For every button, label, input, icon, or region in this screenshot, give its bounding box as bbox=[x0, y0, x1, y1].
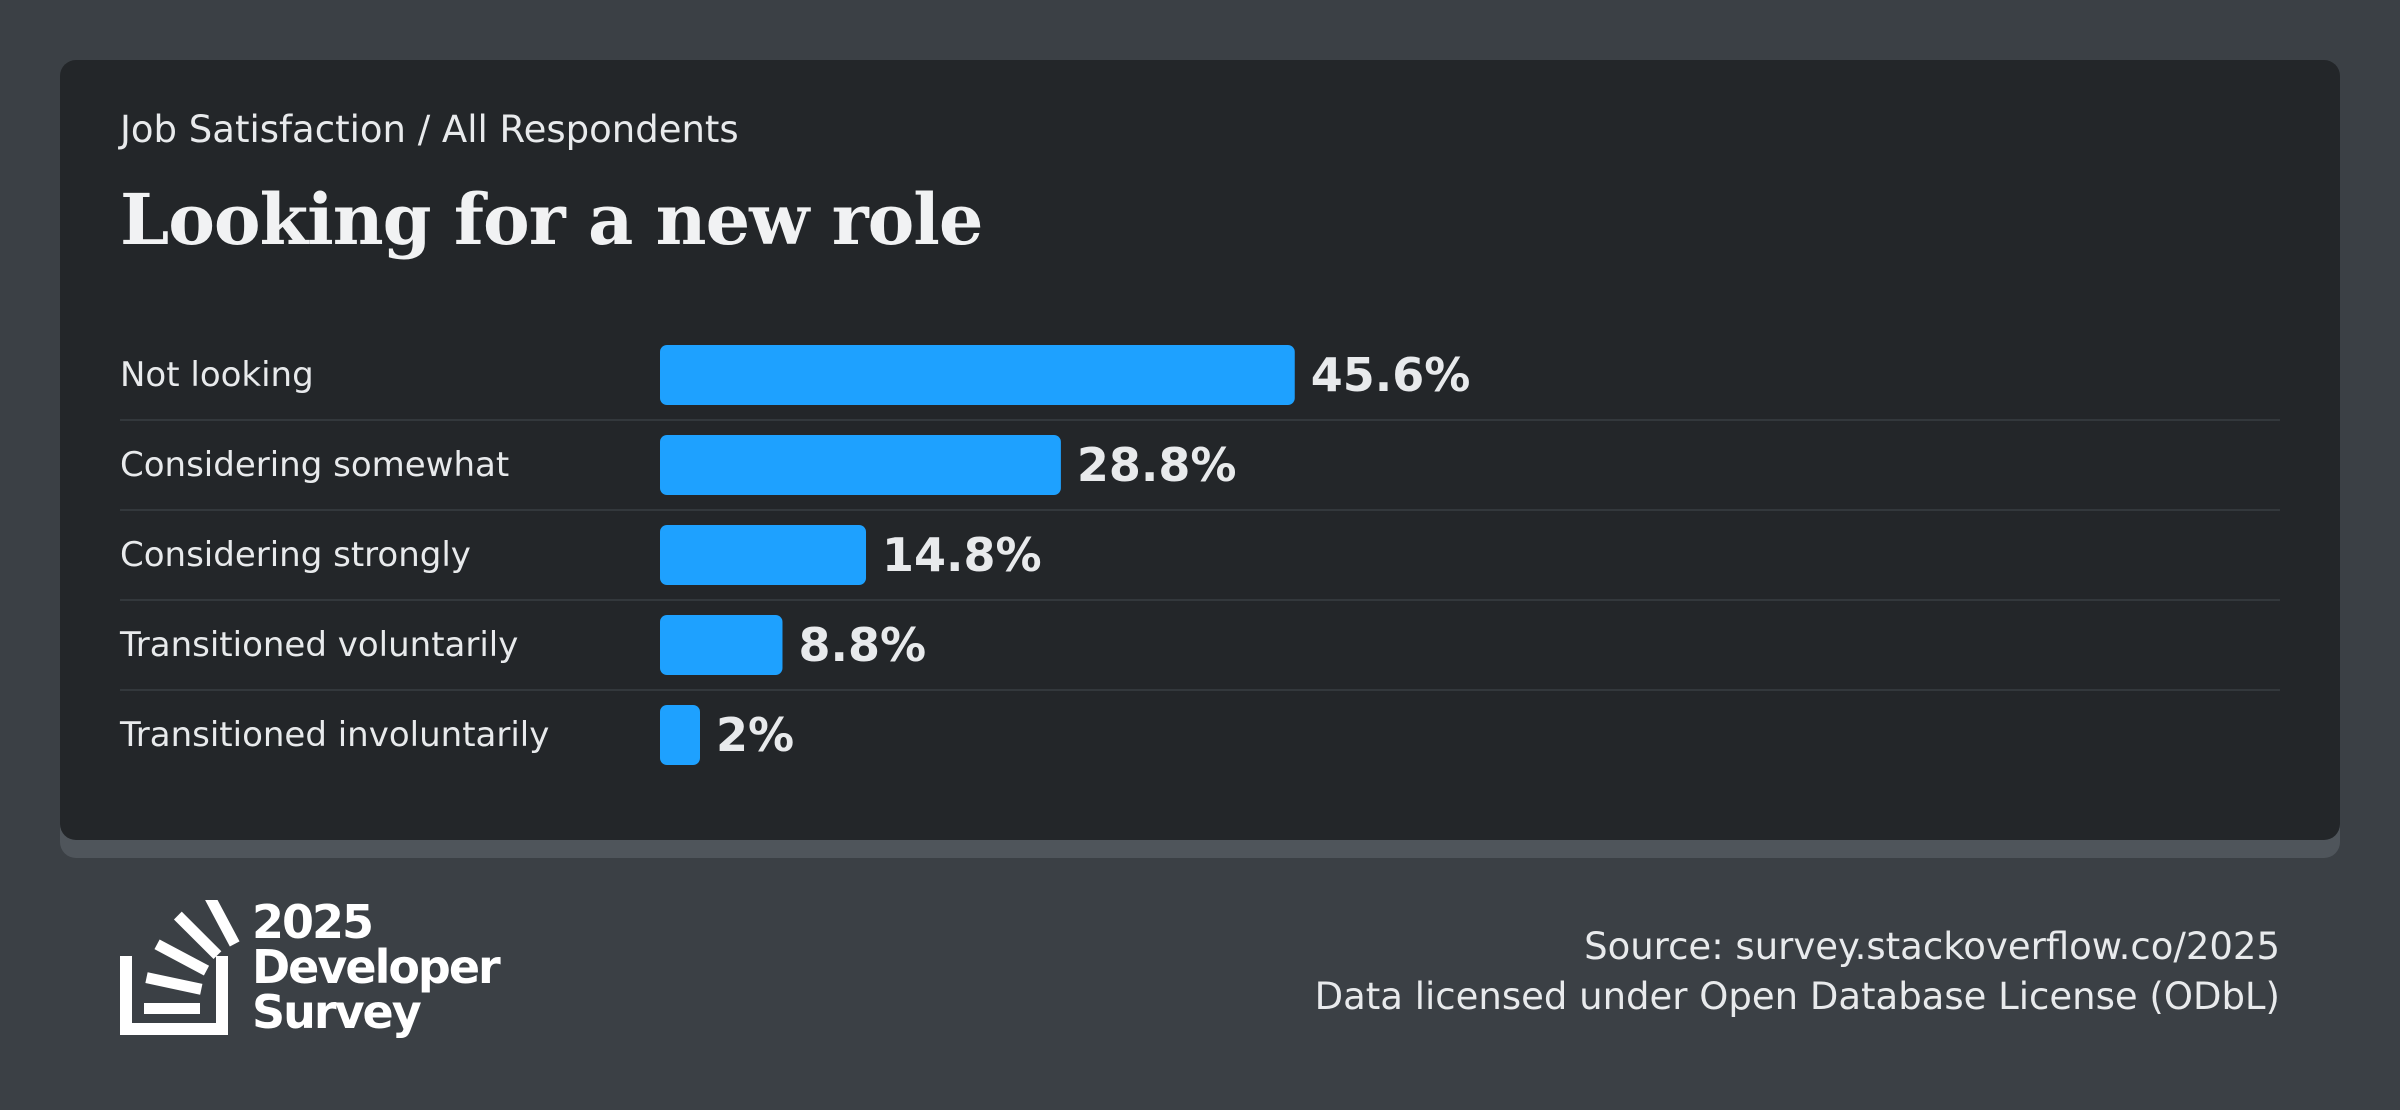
survey-line1: Developer bbox=[252, 940, 501, 994]
bar bbox=[660, 615, 783, 675]
value-label: 8.8% bbox=[798, 618, 926, 672]
bar bbox=[660, 525, 867, 585]
source-text: Source: survey.stackoverflow.co/2025 bbox=[1584, 925, 2280, 968]
category-label: Transitioned involuntarily bbox=[119, 715, 549, 755]
category-label: Considering strongly bbox=[120, 535, 471, 575]
value-label: 28.8% bbox=[1077, 438, 1237, 492]
survey-line2: Survey bbox=[252, 985, 422, 1039]
breadcrumb: Job Satisfaction / All Respondents bbox=[120, 108, 739, 151]
survey-logo-text: 2025 Developer Survey bbox=[252, 895, 501, 1039]
stack-overflow-logo-icon bbox=[120, 900, 240, 1035]
value-label: 2% bbox=[716, 708, 794, 762]
category-label: Transitioned voluntarily bbox=[119, 625, 518, 665]
value-label: 45.6% bbox=[1311, 348, 1471, 402]
chart-card bbox=[60, 60, 2340, 840]
license-text: Data licensed under Open Database Licens… bbox=[1314, 975, 2280, 1018]
footer: Source: survey.stackoverflow.co/2025 Dat… bbox=[1315, 922, 2280, 1022]
bar bbox=[660, 435, 1061, 495]
category-label: Not looking bbox=[120, 355, 314, 395]
survey-year: 2025 bbox=[252, 895, 374, 949]
value-label: 14.8% bbox=[882, 528, 1042, 582]
bar bbox=[660, 345, 1295, 405]
page-title: Looking for a new role bbox=[120, 178, 983, 261]
category-label: Considering somewhat bbox=[120, 445, 509, 485]
bar bbox=[660, 705, 700, 765]
